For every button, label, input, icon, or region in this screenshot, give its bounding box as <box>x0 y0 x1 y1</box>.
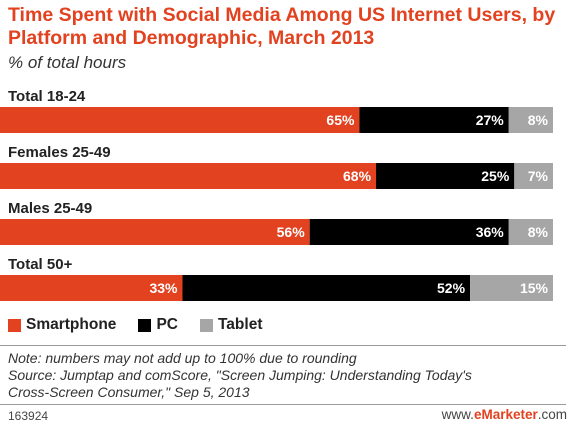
brand-suffix: .com <box>537 407 567 422</box>
data-label-smartphone: 56% <box>277 224 306 240</box>
chart-title: Time Spent with Social Media Among US In… <box>8 4 556 49</box>
bar-segment-smartphone <box>0 163 377 189</box>
bar-segment-tablet <box>470 275 553 301</box>
brand-prefix: www. <box>441 407 474 422</box>
bar-segment-smartphone <box>0 219 310 245</box>
data-label-tablet: 7% <box>528 168 549 184</box>
divider-bottom <box>0 404 566 405</box>
category-label: Females 25-49 <box>8 144 111 161</box>
source-note: Note: numbers may not add up to 100% due… <box>8 350 472 401</box>
legend-swatch-pc <box>138 318 152 332</box>
bar-row-total-18-24: Total 18-24 65% 27% 8% <box>0 88 553 133</box>
bar-segment-tablet <box>514 163 553 189</box>
data-label-pc: 52% <box>437 280 466 296</box>
legend-swatch-tablet <box>199 318 213 332</box>
legend-item-pc: PC <box>138 316 178 334</box>
legend-label-pc: PC <box>156 316 178 333</box>
legend-item-tablet: Tablet <box>199 316 263 334</box>
data-label-tablet: 15% <box>520 280 549 296</box>
stacked-bar-chart: Total 18-24 65% 27% 8% Females 25-49 68% 25% 7%… <box>0 88 553 301</box>
note-line: Note: numbers may not add up to 100% due… <box>8 350 357 366</box>
category-label: Total 50+ <box>8 256 73 273</box>
bar-segment-pc <box>309 219 509 245</box>
divider-top <box>0 345 566 346</box>
legend-swatch-smartphone <box>8 318 21 332</box>
bar-segment-tablet <box>508 219 553 245</box>
data-label-smartphone: 68% <box>343 168 372 184</box>
brand-name: eMarketer <box>473 407 538 422</box>
bar-segment-smartphone <box>0 275 183 301</box>
data-label-pc: 36% <box>476 224 505 240</box>
bar-segment-pc <box>359 107 509 133</box>
bar-segment-smartphone <box>0 107 360 133</box>
legend-label-tablet: Tablet <box>217 316 263 333</box>
data-label-tablet: 8% <box>528 112 549 128</box>
brand-url[interactable]: www.eMarketer.com <box>442 407 567 422</box>
legend-item-smartphone: Smartphone <box>8 316 116 334</box>
bar-row-females-25-49: Females 25-49 68% 25% 7% <box>0 144 553 189</box>
data-label-tablet: 8% <box>528 224 549 240</box>
category-label: Total 18-24 <box>8 88 86 105</box>
bar-segment-pc <box>182 275 471 301</box>
data-label-pc: 25% <box>481 168 510 184</box>
chart-subtitle: % of total hours <box>8 53 127 72</box>
data-label-smartphone: 33% <box>149 280 178 296</box>
legend-label-smartphone: Smartphone <box>26 316 117 333</box>
bar-row-total-50: Total 50+ 33% 52% 15% <box>0 256 553 301</box>
chart-id: 163924 <box>8 409 49 423</box>
source-line: Source: Jumptap and comScore, "Screen Ju… <box>8 367 472 383</box>
data-label-smartphone: 65% <box>326 112 355 128</box>
source-line-continued: Cross-Screen Consumer," Sep 5, 2013 <box>8 384 250 400</box>
bar-segment-tablet <box>508 107 553 133</box>
category-label: Males 25-49 <box>8 200 92 217</box>
bar-segment-pc <box>376 163 515 189</box>
data-label-pc: 27% <box>476 112 505 128</box>
bar-row-males-25-49: Males 25-49 56% 36% 8% <box>0 200 553 245</box>
chart-legend: Smartphone PC Tablet <box>8 316 262 334</box>
